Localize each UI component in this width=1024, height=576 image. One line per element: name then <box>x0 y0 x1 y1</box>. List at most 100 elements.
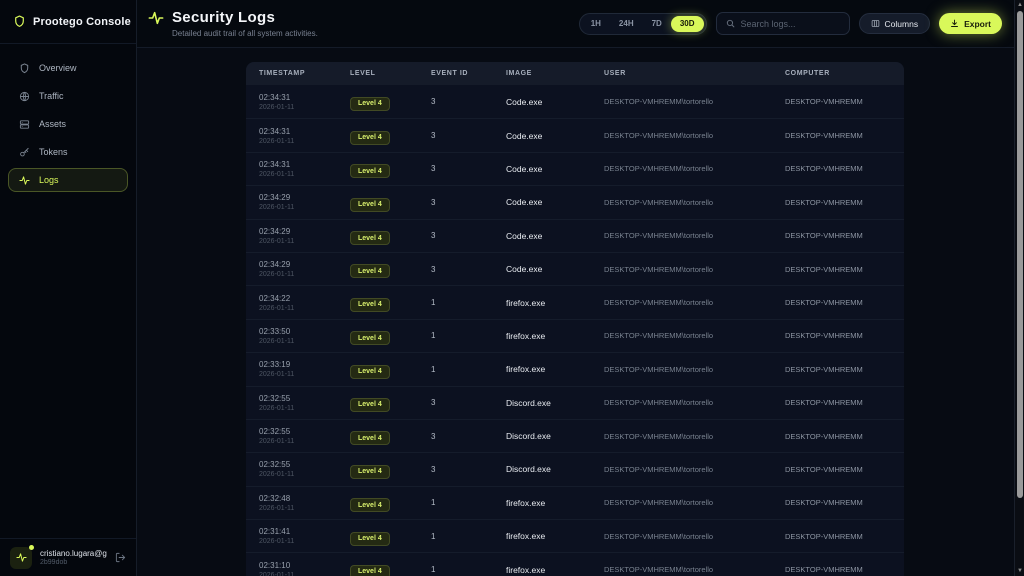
user-id: 2b99dob <box>40 559 68 566</box>
range-1h-button[interactable]: 1H <box>590 18 601 28</box>
user-cell: DESKTOP-VMHREMM\tortorello <box>604 565 714 575</box>
level-badge: Level 4 <box>350 130 390 145</box>
table-row[interactable]: 02:34:29 2026-01-11 Level 4 3 Code.exe D… <box>246 185 904 218</box>
event-id-cell: 3 <box>431 264 436 274</box>
level-cell: Level 4 <box>350 527 431 546</box>
event-id-cell: 3 <box>431 164 436 174</box>
computer-cell: DESKTOP-VMHREMM <box>785 464 863 474</box>
level-cell: Level 4 <box>350 360 431 379</box>
user-cell: DESKTOP-VMHREMM\tortorello <box>604 164 714 174</box>
timestamp-cell: 02:34:31 2026-01-11 <box>259 126 295 145</box>
level-cell: Level 4 <box>350 260 431 279</box>
level-cell: Level 4 <box>350 327 431 346</box>
level-badge: Level 4 <box>350 96 390 111</box>
computer-cell: DESKTOP-VMHREMM <box>785 531 863 541</box>
timestamp-cell: 02:32:55 2026-01-11 <box>259 460 295 479</box>
timestamp-cell: 02:32:48 2026-01-11 <box>259 493 295 512</box>
sidebar-item-label: Assets <box>39 119 67 129</box>
event-id-cell: 1 <box>431 298 436 308</box>
user-cell: DESKTOP-VMHREMM\tortorello <box>604 364 714 374</box>
table-row[interactable]: 02:32:55 2026-01-11 Level 4 3 Discord.ex… <box>246 385 904 419</box>
timestamp-cell: 02:32:55 2026-01-11 <box>259 427 295 446</box>
image-cell: Code.exe <box>506 197 543 208</box>
event-id-cell: 1 <box>431 331 436 341</box>
level-badge: Level 4 <box>350 264 390 279</box>
export-button-label: Export <box>964 18 991 29</box>
table-row[interactable]: 02:31:10 2026-01-11 Level 4 1 firefox.ex… <box>246 552 904 576</box>
table-row[interactable]: 02:34:29 2026-01-11 Level 4 3 Code.exe D… <box>246 218 904 252</box>
level-badge: Level 4 <box>350 397 390 412</box>
column-header-user: USER <box>604 70 626 77</box>
event-id-cell: 3 <box>431 131 436 141</box>
online-status-dot <box>29 544 34 550</box>
export-button[interactable]: Export <box>939 13 1002 34</box>
table-row[interactable]: 02:34:31 2026-01-11 Level 4 3 Code.exe D… <box>246 118 904 151</box>
sidebar-item-assets[interactable]: Assets <box>8 112 128 136</box>
sidebar-item-tokens[interactable]: Tokens <box>8 140 128 164</box>
table-row[interactable]: 02:34:31 2026-01-11 Level 4 3 Code.exe D… <box>246 151 904 185</box>
range-30d-button[interactable]: 30D <box>670 15 704 32</box>
event-id-cell: 3 <box>431 398 436 408</box>
table-row[interactable]: 02:32:48 2026-01-11 Level 4 1 firefox.ex… <box>246 485 904 519</box>
sidebar-nav: Overview Traffic Assets Tokens <box>0 44 136 538</box>
column-header-image: IMAGE <box>506 70 532 77</box>
main-content: TIMESTAMP LEVEL EVENT ID IMAGE USER COMP… <box>137 48 1014 576</box>
computer-cell: DESKTOP-VMHREMM <box>785 498 863 508</box>
image-cell: firefox.exe <box>506 497 546 508</box>
timestamp-cell: 02:31:41 2026-01-11 <box>259 527 295 546</box>
sidebar-item-traffic[interactable]: Traffic <box>8 84 128 108</box>
table-row[interactable]: 02:33:19 2026-01-11 Level 4 1 firefox.ex… <box>246 352 904 385</box>
user-email: cristiano.lugara@g... <box>40 549 107 558</box>
shield-icon <box>19 62 30 74</box>
timestamp-cell: 02:31:10 2026-01-11 <box>259 560 295 576</box>
range-24h-button[interactable]: 24H <box>618 18 634 28</box>
computer-cell: DESKTOP-VMHREMM <box>785 298 863 308</box>
level-badge: Level 4 <box>350 164 390 179</box>
event-id-cell: 3 <box>431 231 436 241</box>
table-row[interactable]: 02:31:41 2026-01-11 Level 4 1 firefox.ex… <box>246 519 904 552</box>
timestamp-cell: 02:33:19 2026-01-11 <box>259 360 295 379</box>
search-icon <box>726 19 735 28</box>
sidebar-item-overview[interactable]: Overview <box>8 56 128 80</box>
level-badge: Level 4 <box>350 464 390 479</box>
scrollbar-thumb[interactable] <box>1016 11 1023 498</box>
page-title: Security Logs <box>172 9 276 26</box>
search-input[interactable] <box>740 18 840 29</box>
logs-table: TIMESTAMP LEVEL EVENT ID IMAGE USER COMP… <box>246 62 904 576</box>
column-header-computer: COMPUTER <box>785 70 830 77</box>
table-header-row: TIMESTAMP LEVEL EVENT ID IMAGE USER COMP… <box>246 62 904 85</box>
level-badge: Level 4 <box>350 431 390 446</box>
table-row[interactable]: 02:33:50 2026-01-11 Level 4 1 firefox.ex… <box>246 318 904 352</box>
event-id-cell: 1 <box>431 531 436 541</box>
image-cell: firefox.exe <box>506 297 546 308</box>
timestamp-cell: 02:34:31 2026-01-11 <box>259 92 295 111</box>
table-row[interactable]: 02:34:29 2026-01-11 Level 4 3 Code.exe D… <box>246 251 904 285</box>
level-badge: Level 4 <box>350 231 390 245</box>
table-row[interactable]: 02:34:22 2026-01-11 Level 4 1 firefox.ex… <box>246 285 904 318</box>
sidebar-item-logs[interactable]: Logs <box>8 168 128 192</box>
table-body: 02:34:31 2026-01-11 Level 4 3 Code.exe D… <box>246 85 904 576</box>
image-cell: Code.exe <box>506 130 543 141</box>
table-row[interactable]: 02:32:55 2026-01-11 Level 4 3 Discord.ex… <box>246 452 904 485</box>
scroll-down-arrow-icon[interactable]: ▼ <box>1017 568 1023 574</box>
image-cell: firefox.exe <box>506 330 546 341</box>
vertical-scrollbar[interactable]: ▲ ▼ <box>1014 0 1024 576</box>
event-id-cell: 3 <box>431 431 436 441</box>
columns-button[interactable]: Columns <box>858 13 931 34</box>
image-cell: Discord.exe <box>506 431 551 442</box>
scroll-up-arrow-icon[interactable]: ▲ <box>1017 2 1023 8</box>
range-7d-button[interactable]: 7D <box>651 18 662 28</box>
user-account[interactable]: cristiano.lugara@g... 2b99dob <box>0 538 136 576</box>
table-row[interactable]: 02:32:55 2026-01-11 Level 4 3 Discord.ex… <box>246 418 904 452</box>
search-box[interactable] <box>715 12 850 35</box>
image-cell: Code.exe <box>506 96 543 107</box>
time-range-group: 1H 24H 7D 30D <box>578 12 707 35</box>
level-cell: Level 4 <box>350 193 431 212</box>
computer-cell: DESKTOP-VMHREMM <box>785 398 863 408</box>
app-logo: Prootego Console <box>0 0 136 44</box>
level-badge: Level 4 <box>350 364 390 379</box>
table-row[interactable]: 02:34:31 2026-01-11 Level 4 3 Code.exe D… <box>246 85 904 118</box>
activity-icon <box>148 10 164 26</box>
logout-icon[interactable] <box>115 552 126 563</box>
